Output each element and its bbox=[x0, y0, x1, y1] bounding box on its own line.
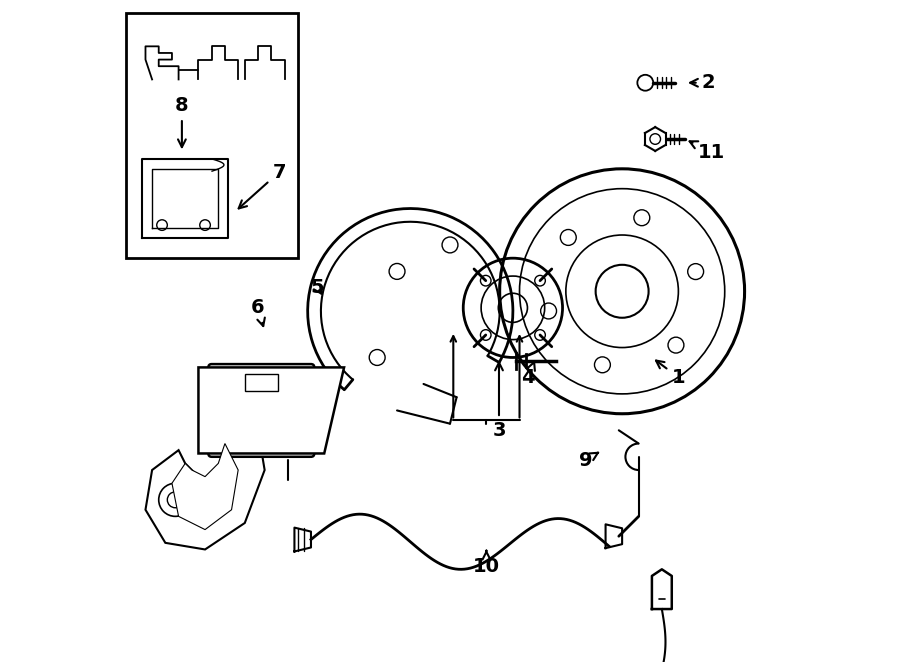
Text: 3: 3 bbox=[492, 363, 506, 440]
Text: 9: 9 bbox=[579, 451, 599, 469]
Polygon shape bbox=[198, 367, 344, 453]
Text: 8: 8 bbox=[176, 97, 189, 147]
Text: 5: 5 bbox=[310, 279, 324, 297]
Polygon shape bbox=[172, 444, 238, 530]
Text: 1: 1 bbox=[656, 361, 685, 387]
Text: 6: 6 bbox=[251, 299, 265, 326]
Text: 11: 11 bbox=[689, 141, 725, 162]
Text: 2: 2 bbox=[690, 73, 715, 92]
Bar bbox=[245, 374, 278, 391]
Bar bbox=[126, 13, 298, 258]
Text: 10: 10 bbox=[472, 551, 500, 575]
Text: 4: 4 bbox=[521, 362, 535, 387]
Text: 7: 7 bbox=[238, 163, 286, 209]
FancyBboxPatch shape bbox=[209, 364, 314, 457]
Polygon shape bbox=[146, 410, 265, 549]
